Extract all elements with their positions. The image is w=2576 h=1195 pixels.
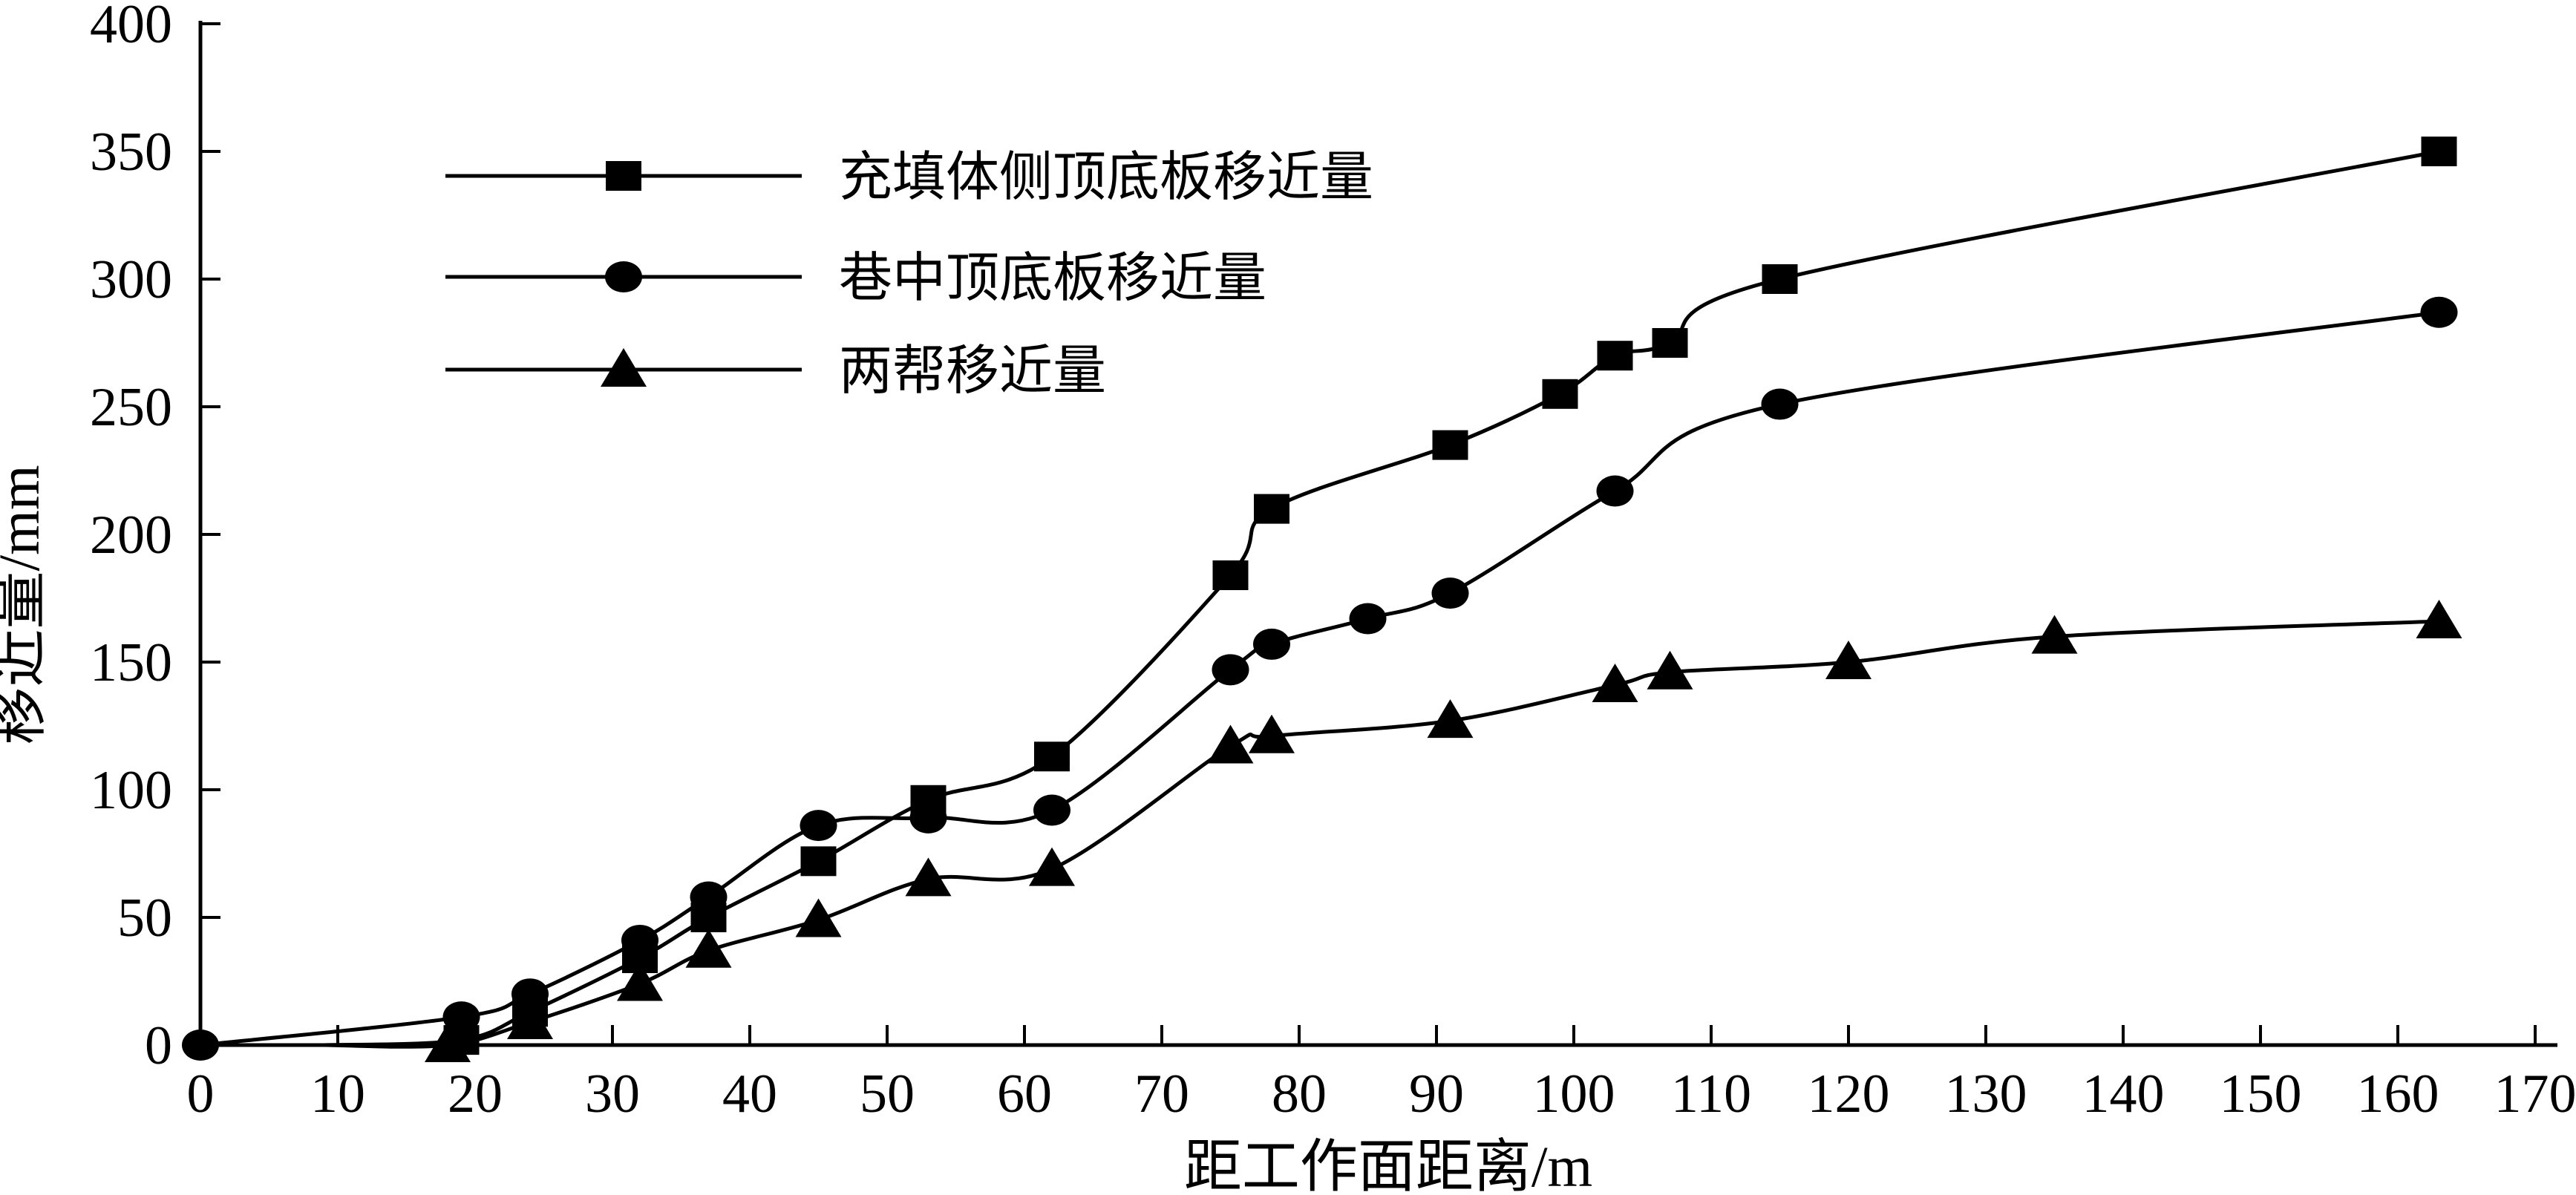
circle-marker-icon [1349,603,1387,635]
x-tick-label: 80 [1272,1064,1327,1124]
circle-marker-icon [1033,794,1070,826]
y-tick-label: 400 [90,0,172,55]
x-tick-label: 100 [1533,1064,1615,1124]
triangle-marker-icon [601,348,647,387]
square-marker-icon [2421,137,2457,166]
square-marker-icon [1652,328,1688,358]
y-tick-label: 100 [90,760,172,821]
y-tick-label: 150 [90,632,172,693]
circle-marker-icon [1761,388,1799,420]
x-tick-label: 40 [722,1064,777,1124]
legend-label: 充填体侧顶底板移近量 [839,148,1373,207]
square-marker-icon [1432,430,1468,460]
circle-marker-icon [690,881,728,913]
circle-marker-icon [1431,577,1469,609]
y-tick-label: 250 [90,377,172,438]
x-tick-label: 110 [1671,1064,1751,1124]
square-marker-icon [1254,494,1289,524]
triangle-marker-icon [1825,641,1871,679]
series-circle [182,296,2458,1061]
y-tick-label: 350 [90,122,172,183]
legend-item: 两帮移近量 [445,341,1106,401]
x-tick-label: 90 [1409,1064,1464,1124]
circle-marker-icon [800,810,837,842]
x-tick-label: 130 [1945,1064,2027,1124]
x-tick-label: 0 [187,1064,215,1124]
square-marker-icon [1762,264,1798,294]
triangle-marker-icon [2416,599,2462,638]
x-tick-label: 50 [860,1064,915,1124]
triangle-marker-icon [1647,650,1693,690]
square-marker-icon [1597,341,1633,371]
legend-item: 充填体侧顶底板移近量 [445,148,1373,207]
triangle-marker-icon [1427,699,1474,739]
circle-marker-icon [909,802,947,834]
x-tick-label: 30 [585,1064,640,1124]
circle-marker-icon [442,1001,480,1033]
square-marker-icon [1542,379,1578,409]
x-tick-label: 140 [2082,1064,2165,1124]
legend-item: 巷中顶底板移近量 [445,249,1266,308]
square-marker-icon [1034,741,1070,772]
x-tick-label: 10 [310,1064,365,1124]
triangle-marker-icon [795,898,842,937]
legend-label: 巷中顶底板移近量 [839,249,1266,308]
y-axis-title: 移近量/mm [0,465,51,744]
x-tick-label: 20 [448,1064,503,1124]
x-tick-label: 150 [2220,1064,2302,1124]
triangle-marker-icon [1249,714,1295,753]
x-tick-label: 70 [1134,1064,1189,1124]
circle-marker-icon [1253,628,1290,660]
triangle-marker-icon [507,1001,553,1040]
triangle-marker-icon [2031,615,2078,654]
x-tick-label: 160 [2357,1064,2439,1124]
circle-marker-icon [605,261,642,292]
circle-marker-icon [182,1029,219,1061]
x-tick-label: 170 [2494,1064,2576,1124]
x-axis: 0 10 20 30 40 50 60 70 80 90 100 110 120 130 140 150 160… [187,1025,2576,1124]
series-square [324,137,2457,1055]
x-tick-label: 120 [1808,1064,1890,1124]
triangle-marker-icon [1029,847,1075,886]
x-axis-title: 距工作面距离/m [1184,1134,1592,1195]
y-tick-label: 50 [117,888,172,949]
circle-marker-icon [1212,654,1249,686]
series-line-circle [200,310,2439,1047]
circle-marker-icon [1596,475,1634,507]
series-triangle [324,599,2462,1062]
triangle-marker-icon [617,962,663,1001]
legend-label: 两帮移近量 [839,341,1106,401]
square-marker-icon [606,161,641,191]
x-tick-label: 60 [997,1064,1052,1124]
triangle-marker-icon [905,857,952,897]
y-tick-label: 200 [90,505,172,566]
circle-marker-icon [621,924,658,956]
series-line-square [324,149,2439,1047]
triangle-marker-icon [685,929,732,968]
triangle-marker-icon [425,1024,471,1062]
triangle-marker-icon [1207,724,1254,764]
square-marker-icon [1212,560,1249,591]
circle-marker-icon [2420,296,2458,328]
y-tick-label: 0 [145,1015,172,1076]
circle-marker-icon [511,978,549,1010]
square-marker-icon [800,846,837,877]
triangle-marker-icon [1592,663,1638,702]
y-tick-label: 300 [90,249,172,310]
y-axis: 0 50 100 150 200 250 300 350 400 [90,0,220,1076]
